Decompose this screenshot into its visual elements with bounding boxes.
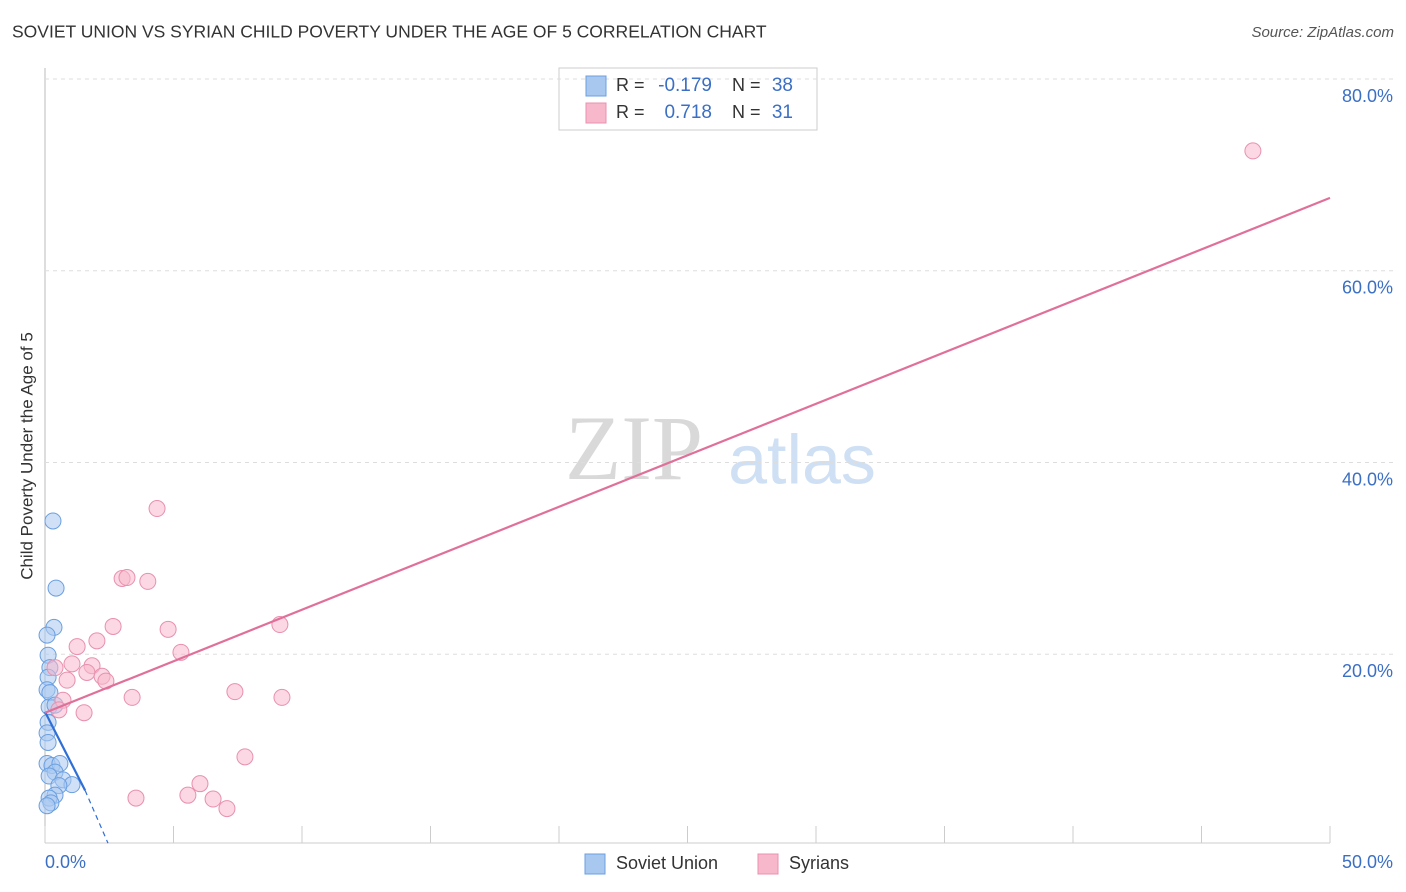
watermark: atlas <box>728 420 876 498</box>
point <box>88 632 106 650</box>
point <box>75 704 93 722</box>
legend-label: Syrians <box>789 853 849 873</box>
point <box>39 733 57 751</box>
stat-label: N = <box>732 102 761 122</box>
point <box>273 688 291 706</box>
x-tick-label: 0.0% <box>45 852 86 872</box>
legend-swatch <box>585 102 607 124</box>
source: Source: ZipAtlas.com <box>1251 24 1394 41</box>
y-tick-label: 60.0% <box>1342 278 1393 298</box>
x-tick-label: 50.0% <box>1342 852 1393 872</box>
point <box>58 671 76 689</box>
watermark: ZIP <box>565 397 703 499</box>
point <box>218 800 236 818</box>
point <box>236 748 254 766</box>
point <box>68 638 86 656</box>
point <box>47 579 65 597</box>
point <box>139 572 157 590</box>
point <box>38 797 56 815</box>
stat-r: -0.179 <box>658 75 712 96</box>
point <box>63 655 81 673</box>
point <box>191 775 209 793</box>
stat-n: 31 <box>772 102 793 123</box>
point <box>123 688 141 706</box>
point <box>226 683 244 701</box>
y-axis-label: Child Poverty Under the Age of 5 <box>17 332 36 580</box>
stat-r: 0.718 <box>664 102 712 123</box>
point <box>159 620 177 638</box>
y-tick-label: 40.0% <box>1342 469 1393 489</box>
point <box>44 512 62 530</box>
stat-label: R = <box>616 102 645 122</box>
point <box>78 663 96 681</box>
point <box>127 789 145 807</box>
legend-swatch <box>585 75 607 97</box>
legend-swatch <box>757 853 779 875</box>
stat-label: N = <box>732 75 761 95</box>
stat-n: 38 <box>772 75 793 96</box>
trend-line <box>44 196 1331 714</box>
legend-swatch <box>584 853 606 875</box>
point <box>1244 142 1262 160</box>
point <box>179 786 197 804</box>
trend-line <box>84 790 109 844</box>
point <box>148 500 166 518</box>
stat-label: R = <box>616 75 645 95</box>
point <box>118 569 136 587</box>
y-tick-label: 80.0% <box>1342 86 1393 106</box>
point <box>38 626 56 644</box>
point <box>46 659 64 677</box>
chart-title: SOVIET UNION VS SYRIAN CHILD POVERTY UND… <box>12 22 767 42</box>
y-tick-label: 20.0% <box>1342 661 1393 681</box>
point <box>204 790 222 808</box>
legend-label: Soviet Union <box>616 853 718 873</box>
trend-line <box>44 711 87 791</box>
point <box>104 617 122 635</box>
